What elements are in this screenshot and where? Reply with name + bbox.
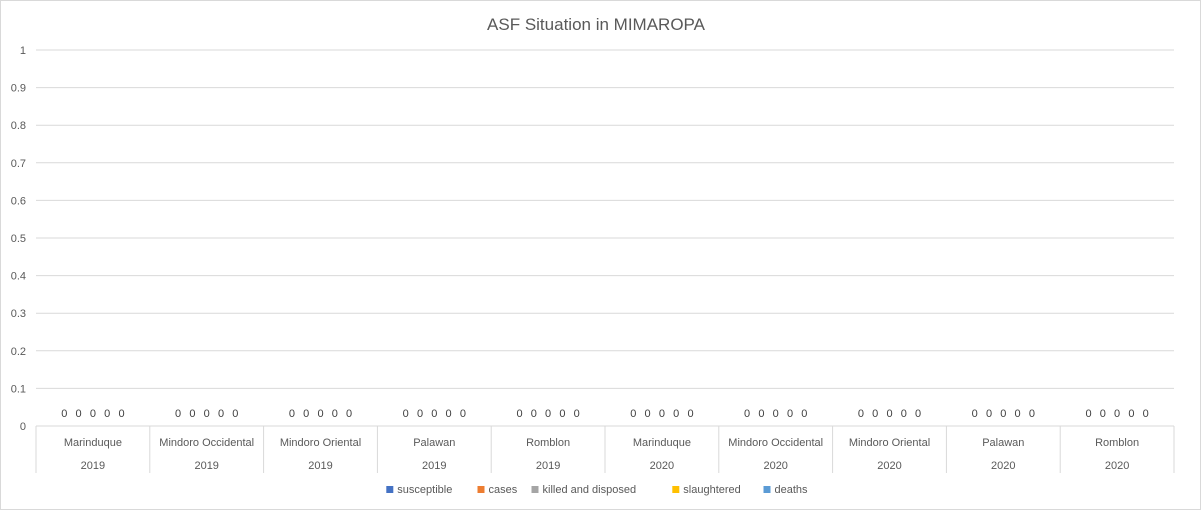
legend: susceptible cases killed and disposed slaug… <box>386 484 808 496</box>
x-category-year-label: 2019 <box>308 460 332 472</box>
legend-swatch <box>386 486 394 493</box>
data-label: 0 <box>645 408 651 420</box>
y-tick-label: 1 <box>20 45 26 57</box>
data-label: 0 <box>303 408 309 420</box>
data-label: 0 <box>801 408 807 420</box>
data-label: 0 <box>218 408 224 420</box>
data-label: 0 <box>744 408 750 420</box>
data-label: 0 <box>431 408 437 420</box>
data-label: 0 <box>915 408 921 420</box>
y-tick-label: 0 <box>20 421 26 433</box>
data-label: 0 <box>858 408 864 420</box>
x-category-province-label: Palawan <box>982 437 1024 449</box>
x-category-year-label: 2020 <box>650 460 674 472</box>
x-category-year-label: 2020 <box>763 460 787 472</box>
data-label: 0 <box>417 408 423 420</box>
chart-title: ASF Situation in MIMAROPA <box>487 15 706 34</box>
data-label: 0 <box>1128 408 1134 420</box>
x-category-year-label: 2019 <box>536 460 560 472</box>
x-category-year-label: 2019 <box>194 460 218 472</box>
data-label: 0 <box>1114 408 1120 420</box>
x-category-province-label: Mindoro Oriental <box>849 437 930 449</box>
x-category-year-label: 2020 <box>1105 460 1129 472</box>
data-label: 0 <box>886 408 892 420</box>
data-label: 0 <box>317 408 323 420</box>
data-label: 0 <box>403 408 409 420</box>
data-label: 0 <box>446 408 452 420</box>
data-label: 0 <box>773 408 779 420</box>
y-tick-label: 0.3 <box>11 308 26 320</box>
data-label: 0 <box>76 408 82 420</box>
y-tick-label: 0.8 <box>11 120 26 132</box>
data-label: 0 <box>559 408 565 420</box>
legend-item-label: killed and disposed <box>543 484 637 496</box>
data-label: 0 <box>1100 408 1106 420</box>
data-label: 0 <box>189 408 195 420</box>
data-label: 0 <box>1143 408 1149 420</box>
x-category-province-label: Mindoro Occidental <box>159 437 254 449</box>
data-label: 0 <box>673 408 679 420</box>
x-category-province-label: Mindoro Occidental <box>728 437 823 449</box>
x-category-province-label: Romblon <box>1095 437 1139 449</box>
legend-item-label: slaughtered <box>683 484 741 496</box>
x-category-year-label: 2020 <box>991 460 1015 472</box>
data-label: 0 <box>687 408 693 420</box>
legend-swatch <box>672 486 680 493</box>
data-label: 0 <box>204 408 210 420</box>
data-label: 0 <box>1000 408 1006 420</box>
x-category-year-label: 2019 <box>422 460 446 472</box>
data-label: 0 <box>758 408 764 420</box>
x-axis: Marinduque 2019 Mindoro Occidental 2019 Mind… <box>35 425 1175 473</box>
legend-item-label: susceptible <box>397 484 452 496</box>
legend-swatch <box>531 486 539 493</box>
data-label: 0 <box>118 408 124 420</box>
data-label: 0 <box>104 408 110 420</box>
data-label: 0 <box>346 408 352 420</box>
data-label: 0 <box>1085 408 1091 420</box>
y-tick-label: 0.2 <box>11 346 26 358</box>
y-tick-label: 0.6 <box>11 195 26 207</box>
data-label: 0 <box>659 408 665 420</box>
data-label: 0 <box>901 408 907 420</box>
x-category-year-label: 2019 <box>81 460 105 472</box>
data-label: 0 <box>972 408 978 420</box>
data-label: 0 <box>787 408 793 420</box>
y-tick-label: 0.4 <box>11 271 26 283</box>
data-label: 0 <box>1029 408 1035 420</box>
data-label: 0 <box>90 408 96 420</box>
legend-item-label: cases <box>489 484 518 496</box>
legend-item-label: deaths <box>775 484 809 496</box>
data-label: 0 <box>232 408 238 420</box>
x-category-province-label: Mindoro Oriental <box>280 437 361 449</box>
data-label: 0 <box>574 408 580 420</box>
x-category-province-label: Romblon <box>526 437 570 449</box>
legend-swatch <box>763 486 771 493</box>
y-tick-label: 0.1 <box>11 383 26 395</box>
gridlines <box>36 49 1174 389</box>
y-tick-label: 0.9 <box>11 83 26 95</box>
legend-swatch <box>477 486 485 493</box>
data-label: 0 <box>545 408 551 420</box>
data-label: 0 <box>531 408 537 420</box>
y-tick-label: 0.7 <box>11 158 26 170</box>
data-label: 0 <box>332 408 338 420</box>
data-label: 0 <box>460 408 466 420</box>
x-category-province-label: Marinduque <box>633 437 691 449</box>
data-label: 0 <box>872 408 878 420</box>
x-category-province-label: Marinduque <box>64 437 122 449</box>
data-label: 0 <box>289 408 295 420</box>
data-label: 0 <box>986 408 992 420</box>
data-label: 0 <box>516 408 522 420</box>
x-category-year-label: 2020 <box>877 460 901 472</box>
data-label: 0 <box>61 408 67 420</box>
data-label: 0 <box>175 408 181 420</box>
x-category-province-label: Palawan <box>413 437 455 449</box>
data-label: 0 <box>1015 408 1021 420</box>
y-axis-ticks: 0 0.1 0.2 0.3 0.4 0.5 0.6 0.7 0.8 0.9 1 <box>11 45 26 433</box>
data-label: 0 <box>630 408 636 420</box>
y-tick-label: 0.5 <box>11 233 26 245</box>
